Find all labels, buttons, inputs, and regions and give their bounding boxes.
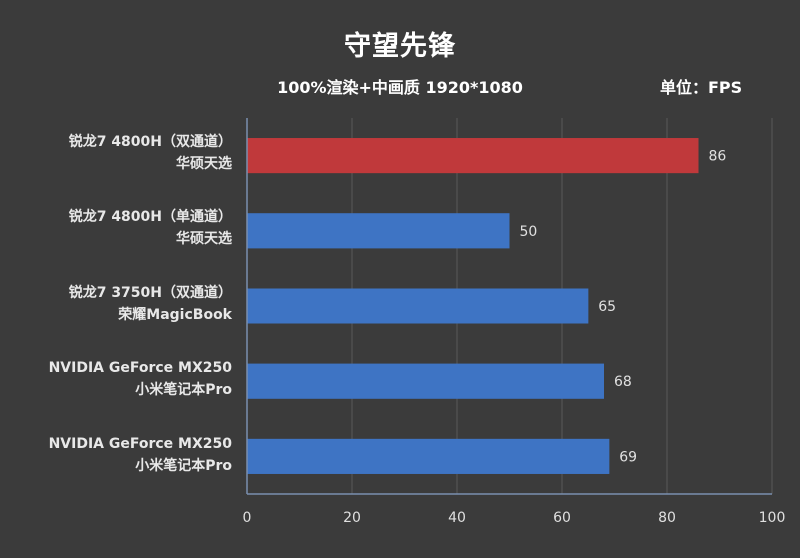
chart-title: 守望先锋: [344, 31, 456, 62]
x-tick-label-60: 60: [553, 510, 571, 526]
category-label-0: 锐龙7 4800H（双通道） 华硕天选: [20, 131, 232, 175]
chart-subtitle: 100%渲染+中画质 1920*1080: [277, 78, 523, 97]
x-tick-label-20: 20: [343, 510, 361, 526]
category-label-1-line2: 华硕天选: [176, 231, 232, 247]
category-label-4: NVIDIA GeForce MX250 小米笔记本Pro: [20, 433, 232, 477]
bar-1: [247, 213, 510, 249]
bar-2-value-label: 65: [598, 299, 616, 315]
category-label-0-line1: 锐龙7 4800H（双通道）: [68, 134, 232, 150]
bar-3: [247, 363, 604, 399]
category-label-2: 锐龙7 3750H（双通道） 荣耀MagicBook: [20, 282, 232, 326]
bar-3-value-label: 68: [614, 374, 632, 390]
unit-label: 单位：FPS: [660, 78, 743, 97]
category-label-3-line1: NVIDIA GeForce MX250: [48, 360, 232, 376]
bar-4: [247, 438, 610, 474]
x-tick-label-80: 80: [658, 510, 676, 526]
category-label-3: NVIDIA GeForce MX250 小米笔记本Pro: [20, 357, 232, 401]
bar-1-value-label: 50: [520, 224, 538, 240]
category-label-1: 锐龙7 4800H（单通道） 华硕天选: [20, 206, 232, 250]
category-label-4-line2: 小米笔记本Pro: [135, 458, 232, 474]
category-label-4-line1: NVIDIA GeForce MX250: [48, 436, 232, 452]
bar-2: [247, 288, 589, 324]
bar-0: [247, 138, 699, 174]
x-tick-label-100: 100: [759, 510, 786, 526]
bar-4-value-label: 69: [619, 449, 637, 465]
category-label-1-line1: 锐龙7 4800H（单通道）: [68, 209, 232, 225]
category-label-0-line2: 华硕天选: [176, 156, 232, 172]
category-label-2-line1: 锐龙7 3750H（双通道）: [68, 285, 232, 301]
x-tick-label-0: 0: [243, 510, 252, 526]
x-tick-label-40: 40: [448, 510, 466, 526]
category-label-2-line2: 荣耀MagicBook: [118, 307, 232, 323]
bar-0-value-label: 86: [709, 149, 727, 165]
category-label-3-line2: 小米笔记本Pro: [135, 382, 232, 398]
